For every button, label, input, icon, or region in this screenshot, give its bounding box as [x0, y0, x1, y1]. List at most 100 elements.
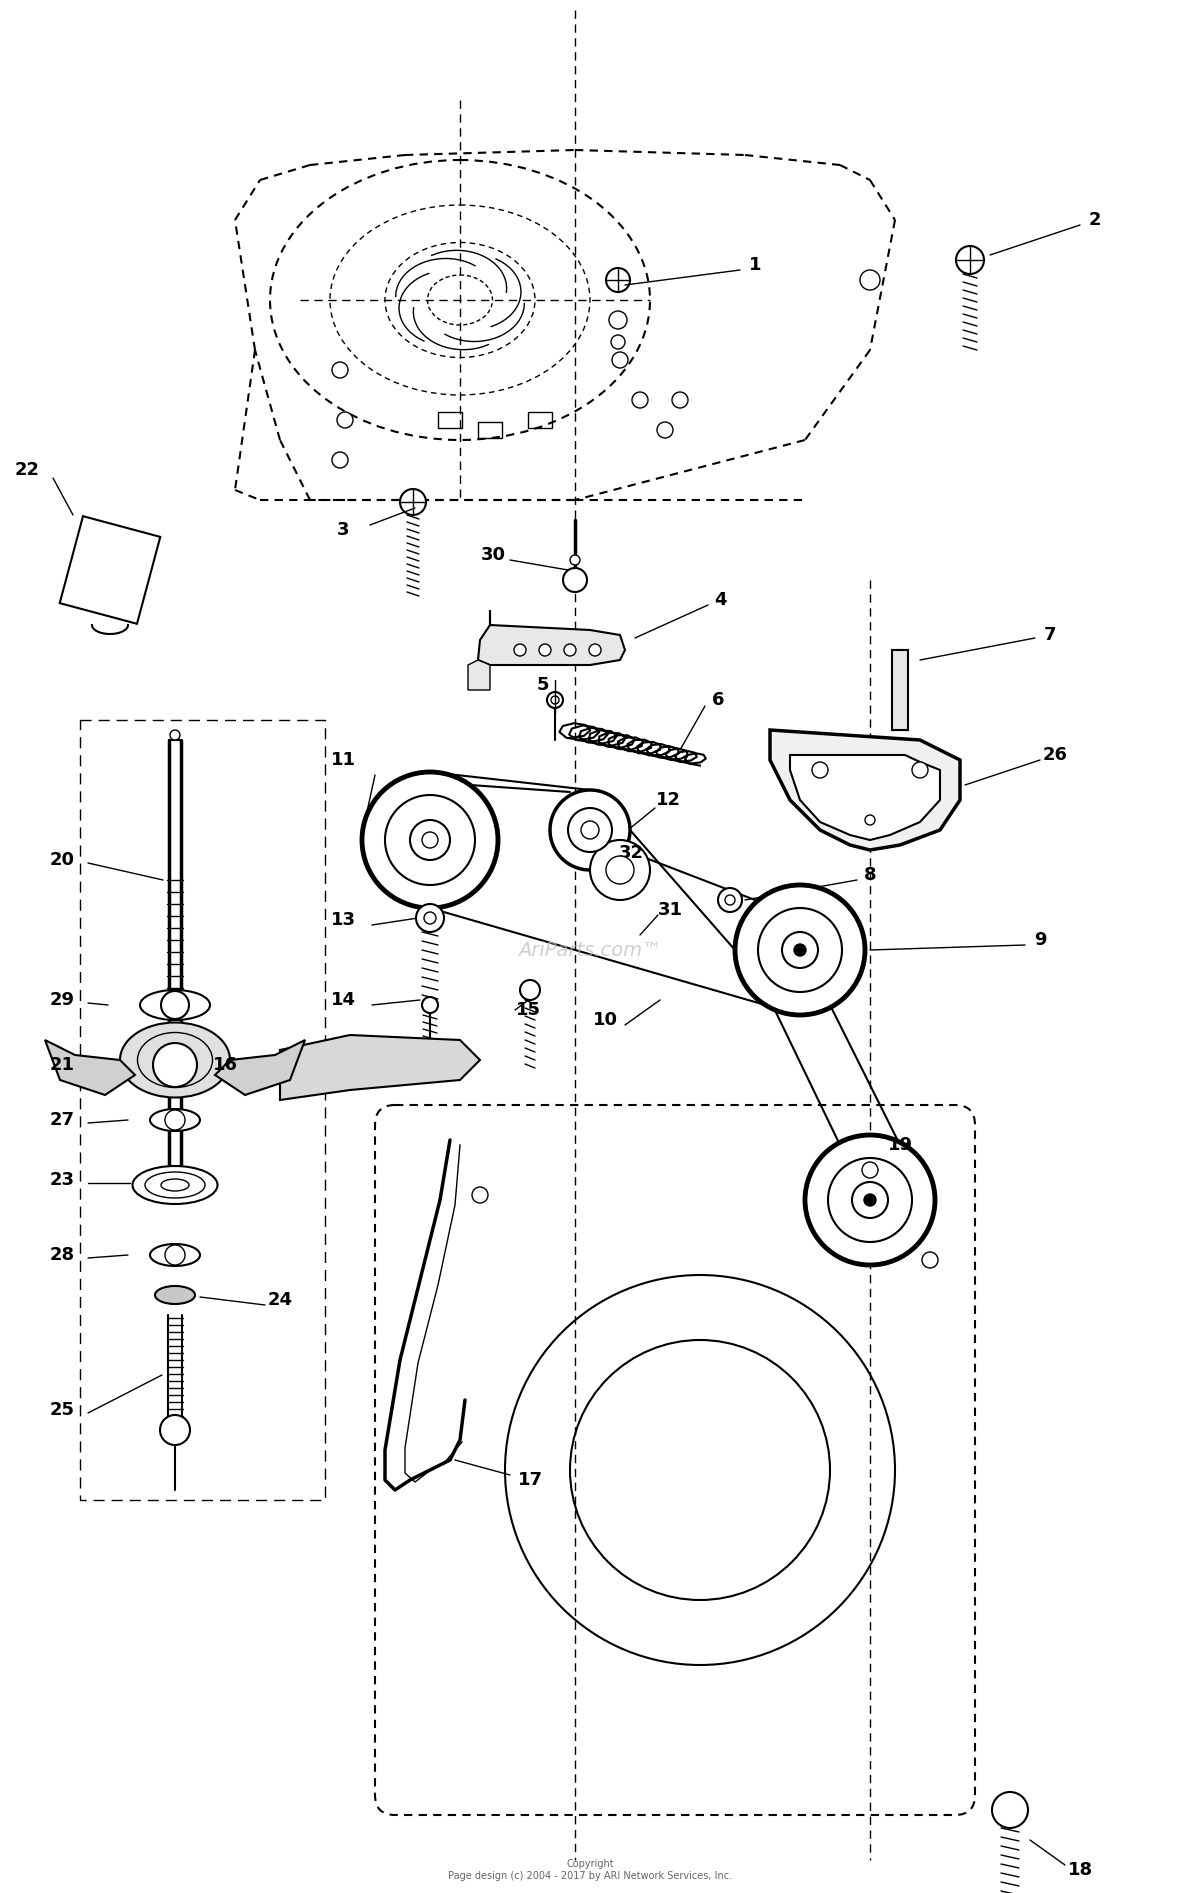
Text: 2: 2 — [1089, 210, 1101, 229]
Circle shape — [607, 856, 634, 884]
Circle shape — [520, 981, 540, 1000]
Polygon shape — [60, 517, 160, 625]
Circle shape — [812, 763, 828, 778]
Circle shape — [863, 1162, 878, 1177]
Text: 12: 12 — [656, 791, 681, 808]
Text: 6: 6 — [712, 691, 725, 710]
Bar — [892, 649, 907, 731]
Text: 10: 10 — [592, 1011, 617, 1030]
Text: 22: 22 — [15, 462, 40, 479]
Ellipse shape — [150, 1109, 199, 1130]
Text: 1: 1 — [749, 256, 761, 274]
Circle shape — [337, 413, 353, 428]
Circle shape — [409, 820, 450, 859]
Circle shape — [758, 909, 843, 992]
Text: 7: 7 — [1044, 627, 1056, 644]
Circle shape — [860, 271, 880, 290]
Circle shape — [607, 269, 630, 292]
Bar — [527, 413, 552, 428]
Ellipse shape — [132, 1166, 217, 1204]
Text: 17: 17 — [518, 1471, 543, 1490]
Text: 19: 19 — [887, 1136, 912, 1155]
Circle shape — [852, 1181, 889, 1217]
Circle shape — [805, 1136, 935, 1265]
Circle shape — [590, 840, 650, 899]
Polygon shape — [215, 1039, 304, 1094]
Circle shape — [632, 392, 648, 409]
Circle shape — [539, 644, 551, 657]
Circle shape — [153, 1043, 197, 1087]
Text: 30: 30 — [480, 545, 505, 564]
Ellipse shape — [150, 1244, 199, 1266]
Text: 9: 9 — [1034, 931, 1047, 948]
Circle shape — [782, 931, 818, 967]
Circle shape — [332, 452, 348, 468]
Text: 4: 4 — [714, 591, 726, 610]
Circle shape — [472, 1187, 489, 1202]
Circle shape — [564, 644, 576, 657]
Circle shape — [165, 1246, 185, 1265]
Circle shape — [400, 488, 426, 515]
Circle shape — [735, 886, 865, 1015]
Ellipse shape — [160, 1179, 189, 1191]
Text: 8: 8 — [864, 865, 877, 884]
Circle shape — [992, 1793, 1028, 1829]
Circle shape — [570, 555, 581, 564]
Circle shape — [422, 998, 438, 1013]
Text: 16: 16 — [212, 1056, 237, 1073]
Circle shape — [424, 912, 435, 924]
Bar — [478, 422, 502, 437]
Polygon shape — [771, 731, 961, 850]
Polygon shape — [280, 1035, 480, 1100]
Text: 11: 11 — [330, 752, 355, 769]
Circle shape — [612, 352, 628, 367]
Text: 15: 15 — [516, 1001, 540, 1018]
Ellipse shape — [155, 1285, 195, 1304]
Text: 13: 13 — [330, 911, 355, 929]
Text: 25: 25 — [50, 1401, 76, 1420]
Circle shape — [657, 422, 673, 437]
Text: 26: 26 — [1042, 746, 1068, 765]
Circle shape — [417, 905, 444, 931]
Polygon shape — [468, 661, 490, 691]
Polygon shape — [789, 755, 940, 840]
Ellipse shape — [140, 990, 210, 1020]
Circle shape — [568, 808, 612, 852]
Circle shape — [609, 310, 627, 329]
Ellipse shape — [145, 1172, 205, 1198]
Circle shape — [671, 392, 688, 409]
Text: 32: 32 — [618, 844, 643, 861]
Circle shape — [581, 822, 599, 839]
Circle shape — [922, 1251, 938, 1268]
Circle shape — [828, 1159, 912, 1242]
Bar — [80, 719, 324, 1499]
Circle shape — [160, 1414, 190, 1444]
Circle shape — [864, 1194, 876, 1206]
Polygon shape — [478, 610, 625, 664]
Text: 28: 28 — [50, 1246, 76, 1265]
Circle shape — [956, 246, 984, 274]
Circle shape — [563, 568, 586, 593]
Circle shape — [550, 789, 630, 871]
Text: 21: 21 — [50, 1056, 76, 1073]
Circle shape — [551, 697, 559, 704]
Circle shape — [170, 731, 181, 740]
Text: 14: 14 — [330, 992, 355, 1009]
Text: 24: 24 — [268, 1291, 293, 1308]
Text: 18: 18 — [1068, 1861, 1093, 1880]
Circle shape — [912, 763, 927, 778]
Text: 31: 31 — [657, 901, 682, 918]
Circle shape — [514, 644, 526, 657]
Text: 20: 20 — [50, 852, 76, 869]
Circle shape — [725, 895, 735, 905]
Circle shape — [611, 335, 625, 348]
Circle shape — [332, 362, 348, 379]
Ellipse shape — [120, 1022, 230, 1098]
Text: 3: 3 — [336, 521, 349, 540]
Circle shape — [794, 945, 806, 956]
Circle shape — [160, 992, 189, 1018]
Circle shape — [548, 693, 563, 708]
Text: Copyright
Page design (c) 2004 - 2017 by ARI Network Services, Inc.: Copyright Page design (c) 2004 - 2017 by… — [448, 1859, 732, 1882]
Text: 27: 27 — [50, 1111, 76, 1128]
Text: 23: 23 — [50, 1172, 76, 1189]
